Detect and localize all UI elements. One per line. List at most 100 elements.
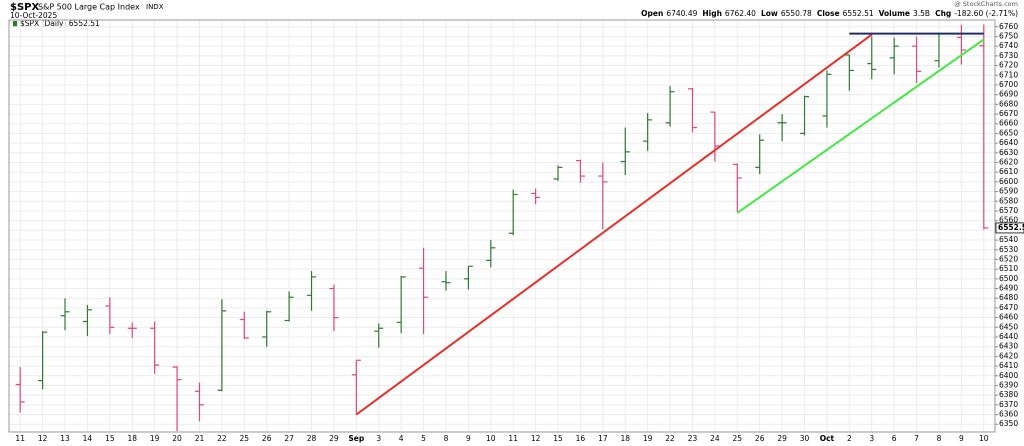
legend-entry: $SPX (Daily) 6552.51	[20, 19, 100, 28]
x-tick-label: 28	[307, 434, 317, 443]
x-tick-label: 11	[15, 434, 25, 443]
y-tick-label: 6650	[999, 128, 1018, 137]
y-tick-label: 6590	[999, 187, 1018, 196]
y-tick-label: 6520	[999, 254, 1018, 263]
x-tick-label: 3	[376, 434, 381, 443]
y-tick-label: 6510	[999, 264, 1018, 273]
y-tick-label: 6670	[999, 109, 1018, 118]
x-tick-label: 18	[127, 434, 137, 443]
y-tick-label: 6690	[999, 90, 1018, 99]
y-tick-label: 6420	[999, 351, 1018, 360]
y-tick-label: 6630	[999, 148, 1018, 157]
y-tick-label: 6400	[999, 371, 1018, 380]
x-tick-label: 25	[733, 434, 743, 443]
y-tick-label: 6740	[999, 41, 1018, 50]
x-tick-label: 19	[643, 434, 653, 443]
y-tick-label: 6540	[999, 235, 1018, 244]
y-tick-label: 6490	[999, 284, 1018, 293]
y-tick-label: 6750	[999, 31, 1018, 40]
y-tick-label: 6560	[999, 216, 1018, 225]
y-tick-label: 6370	[999, 400, 1018, 409]
x-tick-label: 7	[914, 434, 919, 443]
watermark: @ StockCharts.com	[954, 0, 1018, 8]
x-tick-label: 8	[937, 434, 942, 443]
y-tick-label: 6720	[999, 61, 1018, 70]
chart-date: 10-Oct-2025	[10, 11, 57, 20]
x-tick-label: 12	[531, 434, 541, 443]
y-tick-label: 6460	[999, 313, 1018, 322]
y-tick-label: 6380	[999, 390, 1018, 399]
quote-label: High	[702, 9, 722, 18]
x-tick-label: 26	[262, 434, 272, 443]
y-tick-label: 6640	[999, 138, 1018, 147]
x-tick-label: 9	[959, 434, 964, 443]
quote-value: -182.60 (-2.71%)	[954, 9, 1018, 18]
y-tick-label: 6450	[999, 322, 1018, 331]
y-tick-label: 6530	[999, 245, 1018, 254]
x-tick-label: 17	[598, 434, 608, 443]
quote-value: 3.5B	[913, 9, 930, 18]
x-tick-label: 29	[777, 434, 787, 443]
y-tick-label: 6710	[999, 70, 1018, 79]
y-tick-label: 6760	[999, 22, 1018, 31]
quote: Open 6740.49 High 6762.40 Low 6550.78 Close 655…	[641, 9, 1018, 18]
x-tick-label: 16	[576, 434, 586, 443]
x-tick-label: 15	[105, 434, 115, 443]
quote-value: 6762.40	[725, 9, 756, 18]
y-tick-label: 6410	[999, 361, 1018, 370]
plot-frame	[8, 19, 996, 433]
x-tick-label: 21	[195, 434, 205, 443]
y-tick-label: 6700	[999, 80, 1018, 89]
y-tick-label: 6440	[999, 332, 1018, 341]
last-price-box	[995, 222, 1024, 234]
y-tick-label: 6390	[999, 380, 1018, 389]
y-tick-label: 6470	[999, 303, 1018, 312]
x-tick-label: 29	[329, 434, 339, 443]
x-tick-label: 10	[979, 434, 989, 443]
y-tick-label: 6600	[999, 177, 1018, 186]
quote-label: Chg	[935, 9, 951, 18]
y-tick-label: 6480	[999, 293, 1018, 302]
x-tick-label: 23	[688, 434, 698, 443]
x-tick-label: 9	[466, 434, 471, 443]
y-tick-label: 6660	[999, 119, 1018, 128]
last-price-label: 6552.51	[998, 223, 1024, 232]
quote-value: 6740.49	[666, 9, 697, 18]
quote-value: 6552.51	[843, 9, 874, 18]
x-tick-label: 14	[83, 434, 93, 443]
x-tick-label: 26	[755, 434, 765, 443]
y-tick-label: 6500	[999, 274, 1018, 283]
quote-value: 6550.78	[781, 9, 812, 18]
x-tick-label: 27	[284, 434, 294, 443]
y-tick-label: 6620	[999, 158, 1018, 167]
x-tick-label: 3	[869, 434, 874, 443]
x-tick-label: 4	[399, 434, 404, 443]
x-tick-label: 6	[892, 434, 897, 443]
quote-label: Volume	[879, 9, 910, 18]
chart-subtitle: S&P 500 Large Cap Index	[38, 3, 140, 12]
y-tick-label: 6730	[999, 51, 1018, 60]
quote-label: Low	[761, 9, 778, 18]
x-tick-label: Sep	[348, 434, 364, 443]
y-tick-label: 6360	[999, 410, 1018, 419]
x-tick-label: 18	[620, 434, 630, 443]
x-tick-label: 5	[421, 434, 426, 443]
x-tick-label: 12	[38, 434, 48, 443]
x-tick-label: 20	[172, 434, 182, 443]
x-tick-label: 8	[444, 434, 449, 443]
x-tick-label: 22	[665, 434, 675, 443]
x-tick-label: 13	[60, 434, 70, 443]
quote-label: Close	[817, 9, 840, 18]
legend-swatch	[13, 21, 17, 27]
y-tick-label: 6570	[999, 206, 1018, 215]
x-tick-label: 11	[508, 434, 518, 443]
x-tick-label: 2	[847, 434, 852, 443]
quote-label: Open	[641, 9, 663, 18]
x-tick-label: 30	[800, 434, 810, 443]
x-tick-label: 10	[486, 434, 496, 443]
y-tick-label: 6350	[999, 419, 1018, 428]
y-tick-label: 6430	[999, 342, 1018, 351]
y-tick-label: 6610	[999, 167, 1018, 176]
trendline	[355, 33, 873, 416]
